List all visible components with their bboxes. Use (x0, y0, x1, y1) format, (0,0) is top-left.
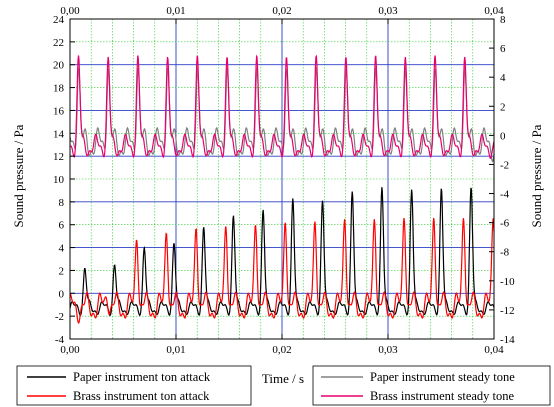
y-tick-label-left: 24 (53, 14, 65, 26)
y-axis-title-left: Sound pressure / Pa (11, 124, 26, 227)
series-line-brass-instrument-ton-attack (69, 218, 495, 324)
tick-labels: 0,00 0,00 0,01 0,01 0,02 0,02 0,03 0,03 0,04 0,04… (53, 5, 515, 356)
grid (70, 19, 494, 339)
x-tick-label-bottom: 0,02 (272, 344, 291, 356)
y-tick-label-right: -14 (500, 334, 515, 346)
legend-box-right: Paper instrument steady tone Brass instr… (312, 365, 551, 406)
y-tick-label-right: -6 (500, 218, 510, 230)
y-tick-label-left: 6 (59, 220, 65, 232)
x-tick-label-bottom: 0,00 (60, 344, 80, 356)
legend-label-brass-steady: Brass instrument steady tone (370, 389, 515, 403)
y-tick-label-right: 4 (500, 72, 506, 84)
y-tick-label-right: -4 (500, 189, 510, 201)
y-tick-label-left: 2 (59, 265, 65, 277)
x-axis-title: Time / s (262, 371, 304, 386)
x-tick-label-top: 0,04 (484, 5, 504, 17)
y-tick-label-left: 8 (59, 197, 65, 209)
y-tick-label-right: -10 (500, 276, 515, 288)
y-tick-label-right: 0 (500, 130, 506, 142)
x-tick-label-bottom: 0,04 (484, 344, 504, 356)
x-tick-label-top: 0,01 (166, 5, 185, 17)
y-tick-label-left: -2 (55, 311, 64, 323)
y-tick-label-left: 18 (53, 83, 65, 95)
x-tick-label-bottom: 0,03 (378, 344, 398, 356)
legend-label-brass-attack: Brass instrument ton attack (73, 389, 210, 403)
y-tick-label-left: 20 (53, 60, 65, 72)
x-tick-label-top: 0,00 (60, 5, 80, 17)
y-tick-label-left: 10 (53, 174, 65, 186)
x-tick-label-top: 0,03 (378, 5, 398, 17)
legend-label-paper-attack: Paper instrument ton attack (73, 370, 211, 384)
legend-box-left: Paper instrument ton attack Brass instru… (16, 365, 252, 406)
y-tick-label-left: 12 (53, 151, 64, 163)
y-tick-label-right: 6 (500, 43, 506, 55)
legend-label-paper-steady: Paper instrument steady tone (370, 370, 515, 384)
y-tick-label-right: 8 (500, 14, 506, 26)
y-tick-label-right: -8 (500, 247, 510, 259)
x-tick-label-bottom: 0,01 (166, 344, 185, 356)
series-group (69, 54, 495, 324)
x-tick-label-top: 0,02 (272, 5, 291, 17)
plot-frame (69, 18, 495, 340)
y-tick-label-left: 4 (59, 243, 65, 255)
y-tick-label-left: 22 (53, 37, 64, 49)
y-tick-label-right: 2 (500, 101, 506, 113)
y-tick-label-left: 14 (53, 128, 65, 140)
y-tick-label-right: -12 (500, 305, 515, 317)
y-axis-title-right: Sound pressure / Pa (529, 124, 544, 227)
series-line-brass-instrument-steady-tone (69, 54, 495, 159)
y-tick-label-left: 16 (53, 105, 65, 117)
y-tick-label-left: 0 (59, 288, 65, 300)
y-tick-label-left: -4 (55, 334, 65, 346)
y-tick-label-right: -2 (500, 159, 509, 171)
